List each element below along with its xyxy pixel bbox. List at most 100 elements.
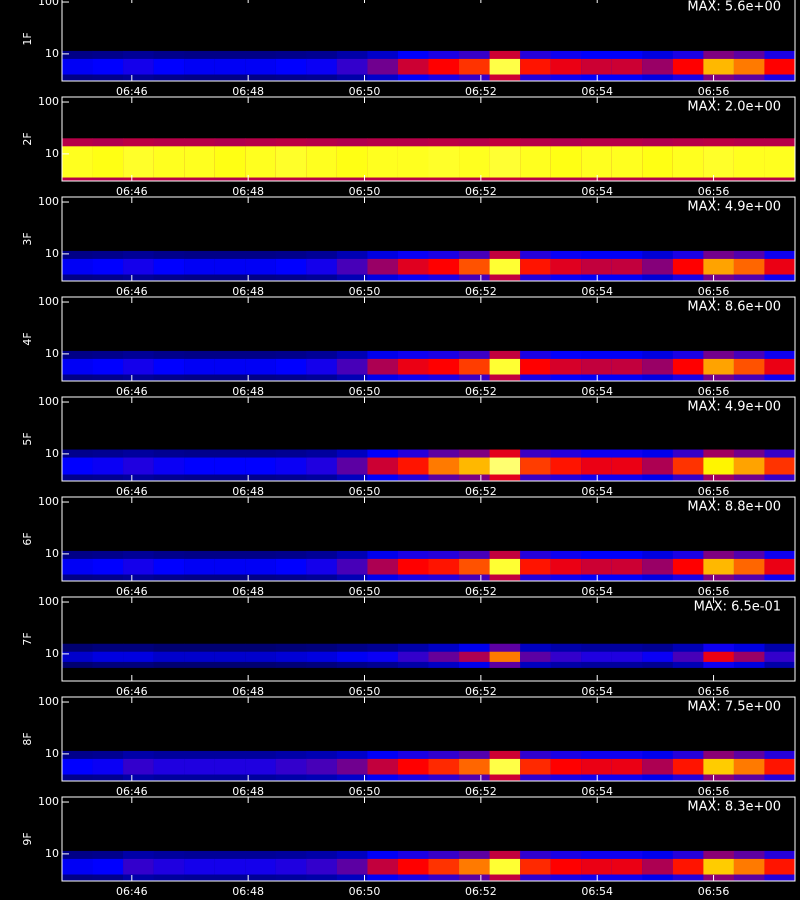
heat-cell <box>642 58 674 75</box>
x-tick-label: 06:50 <box>349 185 381 198</box>
heat-cell <box>733 758 765 775</box>
heat-cell <box>550 558 582 575</box>
x-tick-label: 06:46 <box>116 185 148 198</box>
x-tick-label: 06:52 <box>465 685 497 698</box>
frame <box>61 396 796 482</box>
y-tick-label: 100 <box>38 195 59 208</box>
max-annotation: MAX: 8.6e+00 <box>687 300 781 315</box>
heat-cell <box>459 457 491 475</box>
heat-cell <box>520 358 552 375</box>
heat-cell <box>245 58 277 75</box>
heat-cell <box>306 558 338 575</box>
heat-cell <box>92 758 124 775</box>
x-tick-label: 06:48 <box>232 485 264 498</box>
heat-cell <box>245 558 277 575</box>
heat-cell <box>459 858 491 875</box>
heat-cell <box>306 58 338 75</box>
x-tick-label: 06:50 <box>349 385 381 398</box>
heatmap <box>62 250 795 281</box>
heat-cell <box>428 358 460 375</box>
heat-cell <box>397 258 429 275</box>
heat-cell <box>92 457 124 475</box>
heat-cell <box>245 258 277 275</box>
heat-cell <box>489 457 521 475</box>
heat-cell <box>306 258 338 275</box>
heat-cell <box>703 146 735 178</box>
y-axis-label: 4F <box>21 332 34 345</box>
heat-cell <box>489 858 521 875</box>
heat-cell <box>581 358 613 375</box>
x-tick-label: 06:54 <box>581 585 613 598</box>
y-tick-label: 10 <box>45 547 59 560</box>
heatmap <box>62 350 795 381</box>
x-tick-label: 06:48 <box>232 185 264 198</box>
heat-cell <box>245 651 277 662</box>
heat-cell <box>764 358 795 375</box>
x-tick-label: 06:46 <box>116 885 148 898</box>
heat-cell <box>764 58 795 75</box>
heat-cell <box>184 358 216 375</box>
x-tick-label: 06:56 <box>698 285 730 298</box>
x-tick-label: 06:52 <box>465 585 497 598</box>
heat-cell <box>123 146 155 178</box>
heat-cell <box>336 758 368 775</box>
x-tick-label: 06:52 <box>465 785 497 798</box>
heat-cell <box>520 258 552 275</box>
heat-cell <box>214 457 246 475</box>
x-tick-label: 06:50 <box>349 785 381 798</box>
heat-cell <box>764 558 795 575</box>
heat-cell <box>733 358 765 375</box>
heatmap <box>62 643 795 668</box>
heat-cell <box>275 558 307 575</box>
heat-cell <box>703 558 735 575</box>
max-annotation: MAX: 6.5e-01 <box>694 600 781 615</box>
heatmap <box>62 850 795 881</box>
heat-cell <box>275 457 307 475</box>
heat-cell <box>367 758 399 775</box>
frame <box>61 696 796 782</box>
frame <box>61 96 796 182</box>
heatmap <box>62 750 795 781</box>
heat-cell <box>123 858 155 875</box>
heat-cell <box>672 651 704 662</box>
x-tick-label: 06:50 <box>349 285 381 298</box>
heat-cell <box>153 457 185 475</box>
heat-cell <box>459 651 491 662</box>
panel: 06:46 06:48 06:50 06:52 06:54 06:56 10 100 2F MAX… <box>21 95 796 198</box>
heat-cell <box>611 457 643 475</box>
heat-cell <box>581 146 613 178</box>
heat-cell <box>92 358 124 375</box>
heat-cell <box>703 651 735 662</box>
heat-cell <box>428 651 460 662</box>
heat-cell <box>520 858 552 875</box>
heat-cell <box>153 146 185 178</box>
x-tick-label: 06:54 <box>581 885 613 898</box>
heat-cell <box>642 258 674 275</box>
max-annotation: MAX: 4.9e+00 <box>687 200 781 215</box>
y-axis-label: 7F <box>21 632 34 645</box>
heat-cell <box>611 258 643 275</box>
y-tick-label: 100 <box>38 95 59 108</box>
y-axis-label: 2F <box>21 132 34 145</box>
x-tick-label: 06:54 <box>581 785 613 798</box>
heat-cell <box>733 258 765 275</box>
heat-cell <box>550 457 582 475</box>
heat-cell <box>62 858 94 875</box>
y-tick-label: 10 <box>45 847 59 860</box>
heat-cell <box>397 358 429 375</box>
y-tick-label: 10 <box>45 47 59 60</box>
heat-cell <box>520 58 552 75</box>
heat-cell <box>611 146 643 178</box>
heat-cell <box>336 457 368 475</box>
heat-cell <box>428 146 460 178</box>
heat-cell <box>489 651 521 662</box>
heat-cell <box>306 457 338 475</box>
max-annotation: MAX: 8.8e+00 <box>687 500 781 515</box>
x-tick-label: 06:48 <box>232 785 264 798</box>
heat-cell <box>123 651 155 662</box>
heat-cell <box>611 758 643 775</box>
panel: 06:46 06:48 06:50 06:52 06:54 06:56 10 100 7F MAX… <box>21 595 796 698</box>
x-tick-label: 06:48 <box>232 585 264 598</box>
x-tick-label: 06:48 <box>232 885 264 898</box>
heat-cell <box>275 651 307 662</box>
